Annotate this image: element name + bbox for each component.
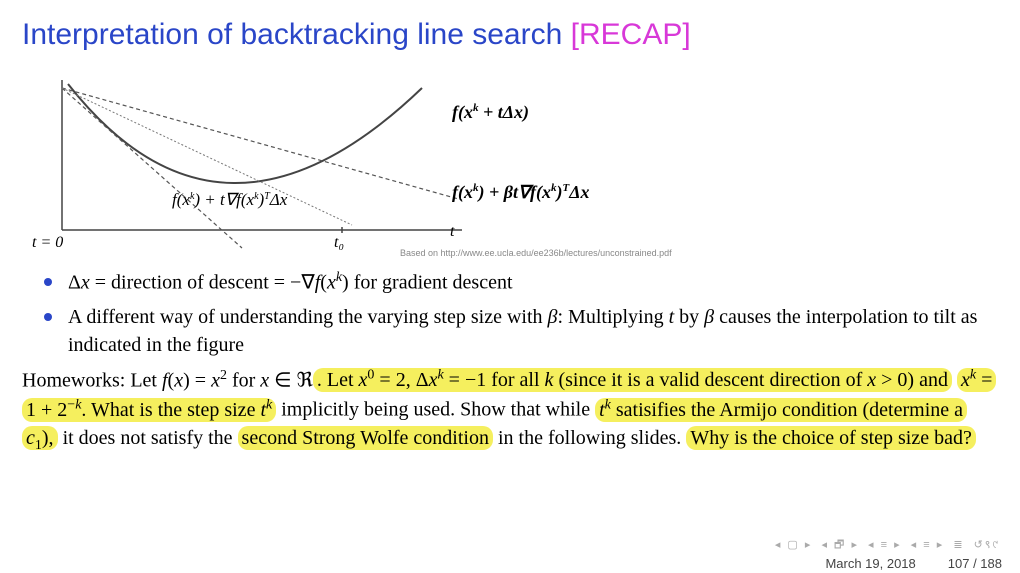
nav-loop-icon[interactable]: ↺९୯ xyxy=(974,539,1000,551)
tangent-label: f(xk) + t∇f(xk)TΔx xyxy=(172,190,288,209)
homework-text: Homeworks: Let f(x) = x2 for x ∈ ℜ. Let … xyxy=(22,366,998,456)
title-tag: [RECAP] xyxy=(571,18,691,51)
bullet-list: Δx = direction of descent = −∇f(xk) for … xyxy=(22,268,998,360)
footer-page: 107 / 188 xyxy=(948,556,1002,571)
list-item: A different way of understanding the var… xyxy=(68,303,998,360)
figure-svg: t = 0 t₀ t f(xk + tΔx) f(xk) + t∇f(xk)TΔ… xyxy=(32,70,792,260)
list-item: Δx = direction of descent = −∇f(xk) for … xyxy=(68,268,998,297)
footer: ◂ ▢ ▸ ◂ 🗗 ▸ ◂ ≡ ▸ ◂ ≡ ▸ ≣ ↺९୯ March 19, … xyxy=(0,535,1020,573)
title-main: Interpretation of backtracking line sear… xyxy=(22,18,571,51)
line-search-figure: t = 0 t₀ t f(xk + tΔx) f(xk) + t∇f(xk)TΔ… xyxy=(32,70,792,260)
footer-date: March 19, 2018 xyxy=(825,556,915,571)
slide-title: Interpretation of backtracking line sear… xyxy=(22,18,691,52)
footer-meta: March 19, 2018 107 / 188 xyxy=(825,556,1002,571)
axis-label-t0r: t₀ xyxy=(334,234,344,251)
axis-label-t: t xyxy=(450,223,455,240)
nav-first-icon[interactable]: ◂ ▢ ▸ xyxy=(775,539,813,551)
nav-prev-icon[interactable]: ◂ 🗗 ▸ xyxy=(821,539,858,551)
axis-label-t0: t = 0 xyxy=(32,234,63,251)
nav-back-icon[interactable]: ◂ ≡ ▸ xyxy=(868,539,902,551)
armijo-label: f(xk) + βt∇f(xk)TΔx xyxy=(452,182,590,203)
nav-next-icon[interactable]: ◂ ≡ ▸ xyxy=(911,539,945,551)
nav-mode-icon[interactable]: ≣ xyxy=(953,539,964,551)
nav-icons: ◂ ▢ ▸ ◂ 🗗 ▸ ◂ ≡ ▸ ◂ ≡ ▸ ≣ ↺९୯ xyxy=(773,536,1002,555)
figure-credit: Based on http://www.ee.ucla.edu/ee236b/l… xyxy=(400,248,672,258)
content-area: Δx = direction of descent = −∇f(xk) for … xyxy=(22,268,998,456)
curve-label: f(xk + tΔx) xyxy=(452,102,529,123)
